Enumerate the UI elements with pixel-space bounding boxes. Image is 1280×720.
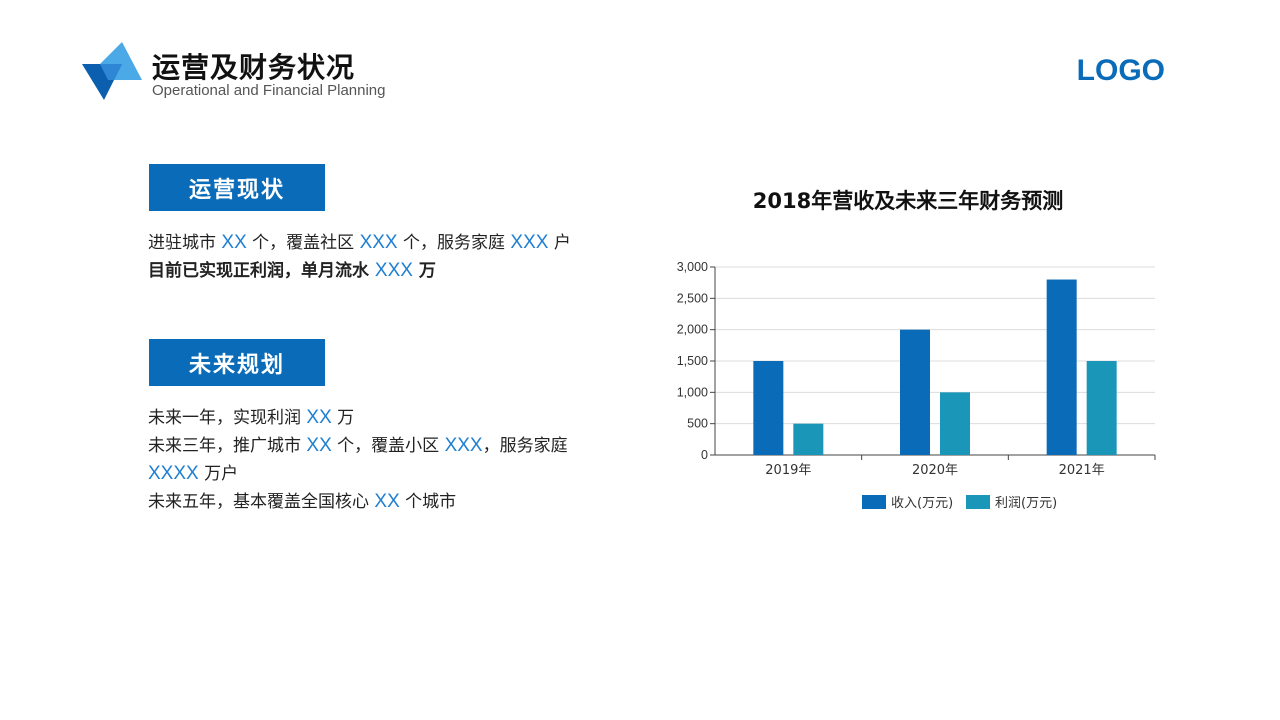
legend-label: 收入(万元) [891,496,953,511]
highlight-value: XXXX [148,463,199,484]
bar-profit [940,392,970,455]
highlight-value: XX [221,232,247,253]
bar-revenue [753,361,784,455]
y-tick-label: 1,000 [677,385,708,399]
text-fragment: 未来一年，实现利润 [148,408,307,428]
highlight-value: XXX [510,232,549,253]
highlight-value: XX [374,491,400,512]
highlight-value: XXX [359,232,398,253]
chart-title: 2018年营收及未来三年财务预测 [753,189,1063,213]
x-tick-label: 2021年 [1059,463,1105,478]
text-fragment: 个，服务家庭 [397,233,511,253]
text-fragment: 万 [331,408,355,428]
text-fragment: 户 [548,233,571,253]
x-tick-label: 2019年 [765,463,811,478]
bar-revenue [900,329,930,455]
future-plan-line: 未来三年，推广城市 XX 个，覆盖小区 XXX，服务家庭 [148,432,568,460]
text-fragment: ，服务家庭 [482,436,568,456]
text-fragment: 进驻城市 [148,233,222,253]
y-tick-label: 3,000 [677,260,708,274]
highlight-value: XXX [374,260,413,281]
bar-profit [1086,361,1117,455]
x-tick-label: 2020年 [912,463,958,478]
legend-swatch [862,495,886,509]
bar-revenue [1046,279,1077,455]
future-plan-line: 未来一年，实现利润 XX 万 [148,404,354,432]
section-header-current: 运营现状 [149,164,325,211]
future-plan-line: 未来五年，基本覆盖全国核心 XX 个城市 [148,488,456,516]
legend-label: 利润(万元) [995,496,1057,511]
current-status-line: 进驻城市 XX 个，覆盖社区 XXX 个，服务家庭 XXX 户 [148,229,571,257]
page-title: 运营及财务状况 [152,51,356,84]
future-plan-line: XXXX 万户 [148,460,238,488]
bar-chart: 2018年营收及未来三年财务预测 0 500 1,000 1,500 2,000 2,50… [677,189,1156,511]
text-fragment: 未来五年，基本覆盖全国核心 [148,492,375,512]
highlight-value: XX [306,407,332,428]
highlight-value: XX [306,435,332,456]
y-tick-label: 500 [687,417,708,431]
y-tick-label: 0 [701,448,708,462]
page-subtitle: Operational and Financial Planning [152,82,386,99]
text-fragment: 万户 [198,464,239,484]
text-fragment: 未来三年，推广城市 [148,436,307,456]
highlight-value: XXX [444,435,483,456]
brand-logo: LOGO [1076,54,1165,87]
y-tick-label: 2,000 [677,323,708,337]
bar-profit [793,423,824,455]
y-tick-label: 2,500 [677,291,708,305]
y-tick-label: 1,500 [677,354,708,368]
section-header-future: 未来规划 [149,339,325,386]
text-fragment: 个，覆盖社区 [246,233,360,253]
text-fragment: 目前已实现正利润，单月流水 [148,261,375,281]
text-fragment: 个城市 [399,492,457,512]
text-fragment: 万 [412,261,436,281]
legend-swatch [966,495,990,509]
brand-triangle-icon [82,42,142,100]
current-status-line: 目前已实现正利润，单月流水 XXX 万 [148,257,436,285]
text-fragment: 个，覆盖小区 [331,436,445,456]
